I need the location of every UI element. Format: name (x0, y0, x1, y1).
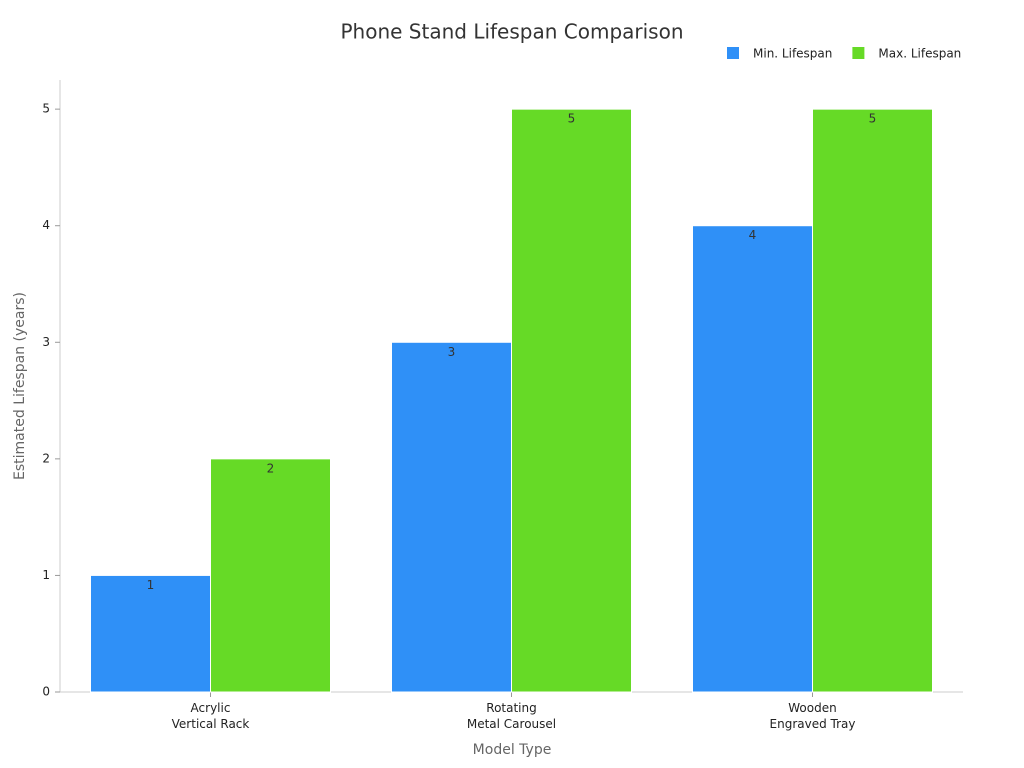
y-tick-label: 3 (42, 335, 50, 349)
bar (511, 108, 632, 693)
y-tick-label: 0 (42, 685, 50, 699)
bar (210, 458, 331, 693)
legend-label: Max. Lifespan (878, 47, 961, 61)
x-tick-label: Wooden Engraved Tray (770, 701, 856, 731)
value-label: 5 (869, 112, 877, 126)
x-tick-label: Rotating Metal Carousel (467, 701, 556, 731)
legend-label: Min. Lifespan (753, 47, 832, 61)
value-label: 5 (568, 112, 576, 126)
bar (90, 574, 211, 693)
value-label: 1 (147, 578, 155, 592)
y-tick-label: 1 (42, 568, 50, 582)
value-label: 2 (267, 461, 275, 475)
legend-swatch (852, 47, 865, 59)
y-tick-label: 4 (42, 218, 50, 232)
value-label: 4 (749, 228, 757, 242)
legend-swatch (727, 47, 739, 59)
x-tick-label: Acrylic Vertical Rack (172, 701, 250, 731)
bar (391, 341, 512, 693)
y-tick-label: 2 (42, 451, 50, 465)
chart-title: Phone Stand Lifespan Comparison (340, 20, 683, 44)
bar (812, 108, 933, 693)
y-tick-label: 5 (42, 102, 50, 116)
value-label: 3 (448, 345, 456, 359)
y-axis-label: Estimated Lifespan (years) (12, 292, 28, 480)
bar (692, 225, 813, 693)
x-axis-label: Model Type (473, 742, 552, 758)
